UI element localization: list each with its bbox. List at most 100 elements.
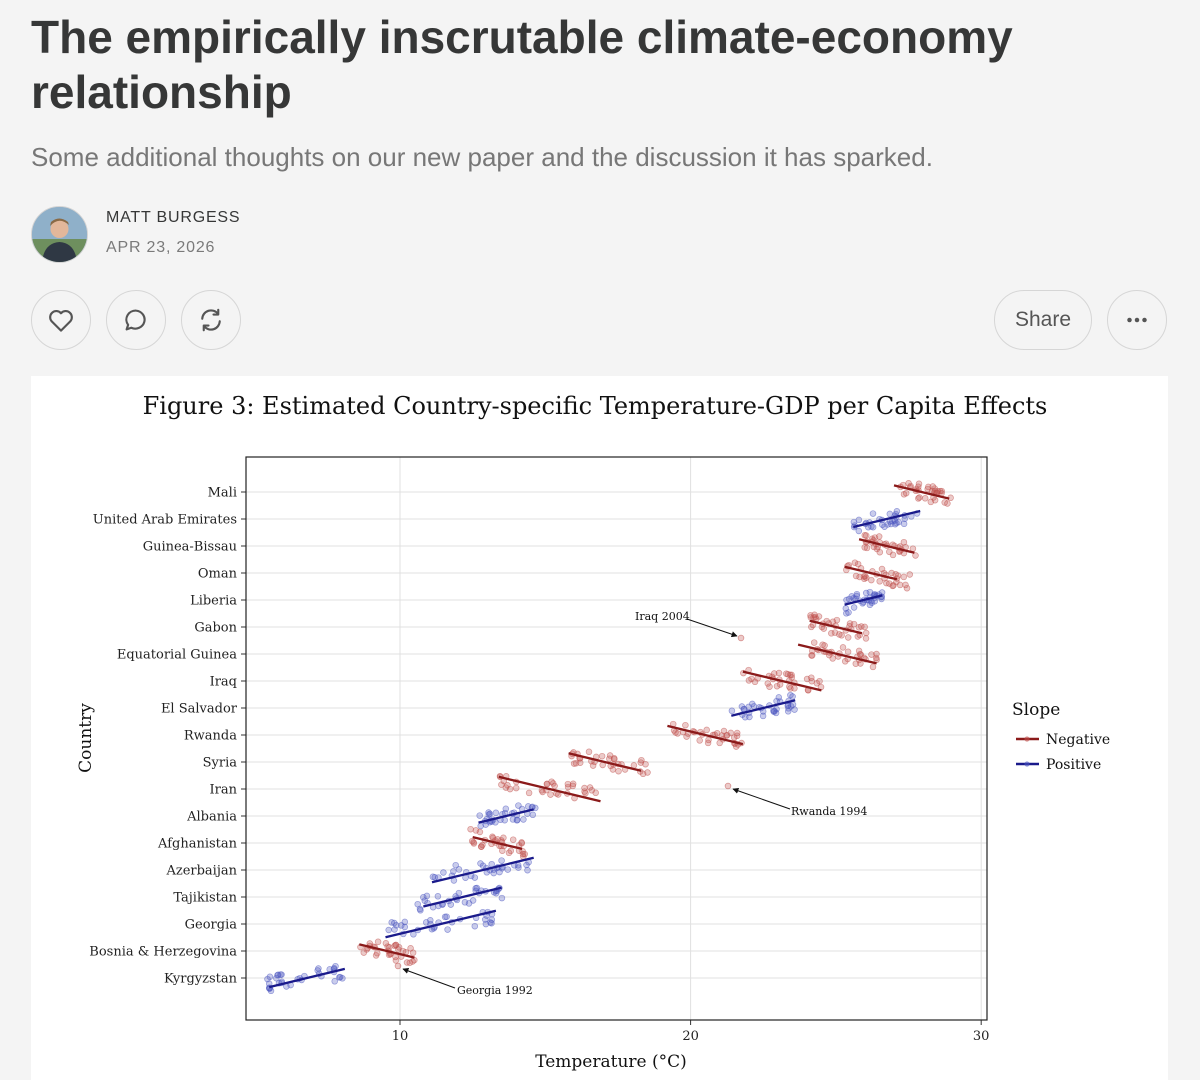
x-axis-title: Temperature (°C) xyxy=(535,1052,687,1072)
data-point xyxy=(492,809,500,817)
data-point xyxy=(585,748,593,756)
data-point xyxy=(852,660,860,667)
legend-negative-label: Negative xyxy=(1046,732,1110,748)
data-point xyxy=(853,590,861,598)
data-point xyxy=(606,755,613,763)
data-point xyxy=(452,861,459,869)
data-point xyxy=(467,825,474,833)
data-point xyxy=(266,973,274,981)
data-point xyxy=(450,868,457,875)
data-point xyxy=(868,576,875,584)
data-point xyxy=(414,900,421,908)
country-label: Liberia xyxy=(190,594,237,609)
data-point xyxy=(838,632,845,639)
data-point xyxy=(488,860,495,868)
like-button[interactable] xyxy=(31,290,91,350)
data-point xyxy=(682,721,689,729)
outlier-point xyxy=(737,634,745,642)
data-point xyxy=(727,729,735,737)
fit-line xyxy=(797,643,877,665)
comment-icon xyxy=(125,309,146,331)
author-photo xyxy=(32,207,87,262)
author-name[interactable]: MATT BURGESS xyxy=(106,209,241,226)
outlier-point xyxy=(394,962,402,970)
data-point xyxy=(512,784,520,792)
country-label: Equatorial Guinea xyxy=(117,648,237,663)
data-point xyxy=(360,949,368,956)
annotation-arrow xyxy=(686,618,738,638)
data-point xyxy=(496,868,503,876)
data-point xyxy=(518,839,525,846)
data-point xyxy=(504,866,512,873)
data-point xyxy=(470,838,477,846)
data-point xyxy=(592,789,599,797)
data-point xyxy=(391,919,398,927)
data-point xyxy=(873,654,880,662)
data-point xyxy=(505,849,513,857)
post-subtitle: Some additional thoughts on our new pape… xyxy=(31,142,933,172)
data-point xyxy=(506,785,514,793)
data-point xyxy=(524,866,531,874)
restack-button[interactable] xyxy=(181,290,241,350)
data-point xyxy=(455,866,463,873)
data-point xyxy=(791,685,798,692)
data-point xyxy=(775,669,783,677)
data-point xyxy=(642,760,649,768)
author-avatar[interactable] xyxy=(31,206,88,263)
country-label: United Arab Emirates xyxy=(93,513,237,528)
data-point xyxy=(472,827,480,834)
data-point xyxy=(525,789,533,797)
data-point xyxy=(481,916,489,923)
data-point xyxy=(471,922,479,930)
chart-title: Figure 3: Estimated Country-specific Tem… xyxy=(143,392,1048,420)
more-button[interactable] xyxy=(1107,290,1167,350)
data-point xyxy=(476,812,483,819)
data-point xyxy=(900,538,908,546)
data-point xyxy=(728,707,736,715)
fit-line xyxy=(478,808,534,824)
data-point xyxy=(382,940,390,947)
data-point xyxy=(750,703,758,710)
outlier-point xyxy=(724,782,732,790)
data-point xyxy=(828,630,835,637)
data-point xyxy=(915,495,922,502)
data-point xyxy=(873,545,881,553)
data-point xyxy=(339,975,346,982)
fit-line xyxy=(853,509,921,529)
data-point xyxy=(374,938,382,946)
fit-line xyxy=(809,619,863,635)
annotation-label: Georgia 1992 xyxy=(457,984,533,997)
data-point xyxy=(784,702,792,710)
temperature-gdp-chart: Figure 3: Estimated Country-specific Tem… xyxy=(76,392,1110,1072)
country-label: Gabon xyxy=(194,621,237,636)
country-label: El Salvador xyxy=(161,702,238,717)
data-point xyxy=(842,605,850,612)
data-point xyxy=(789,701,797,708)
share-button[interactable]: Share xyxy=(994,290,1092,350)
data-point xyxy=(529,811,537,819)
data-point xyxy=(385,926,392,934)
comment-button[interactable] xyxy=(106,290,166,350)
data-point xyxy=(844,634,852,641)
annotation-arrow xyxy=(732,787,791,810)
data-point xyxy=(871,534,879,541)
data-point xyxy=(903,584,911,592)
data-point xyxy=(392,953,399,961)
country-label: Oman xyxy=(198,567,238,582)
legend-title: Slope xyxy=(1012,700,1060,720)
restack-icon xyxy=(201,308,221,332)
data-point xyxy=(785,705,792,712)
data-point xyxy=(861,544,868,551)
data-point xyxy=(332,962,339,970)
legend-positive-label: Positive xyxy=(1046,757,1101,773)
fit-line xyxy=(472,835,523,851)
data-point xyxy=(610,755,618,762)
country-label: Guinea-Bissau xyxy=(143,540,237,555)
data-point xyxy=(420,894,427,901)
fit-line xyxy=(667,724,744,746)
data-point xyxy=(581,788,588,795)
chart-grid xyxy=(246,457,987,1020)
data-point xyxy=(703,726,710,734)
legend-positive-point xyxy=(1024,761,1030,767)
figure: Figure 3: Estimated Country-specific Tem… xyxy=(31,376,1168,1080)
